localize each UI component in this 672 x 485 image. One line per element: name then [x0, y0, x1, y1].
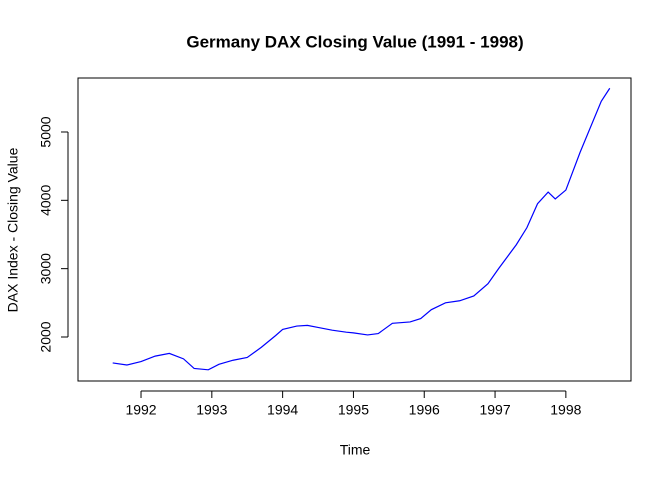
x-tick-label: 1993 [196, 402, 227, 418]
y-axis-label: DAX Index - Closing Value [5, 147, 21, 312]
x-tick-label: 1998 [550, 402, 581, 418]
x-tick-label: 1996 [409, 402, 440, 418]
y-tick-label: 3000 [38, 253, 54, 284]
x-axis-label: Time [340, 442, 371, 458]
plot-box [77, 77, 632, 382]
y-tick-label: 4000 [38, 185, 54, 216]
y-tick-label: 5000 [38, 116, 54, 147]
y-tick-label: 2000 [38, 321, 54, 352]
x-tick-label: 1994 [267, 402, 298, 418]
data-line [112, 87, 611, 371]
chart-title: Germany DAX Closing Value (1991 - 1998) [186, 32, 523, 51]
x-tick-label: 1997 [479, 402, 510, 418]
x-tick-label: 1992 [125, 402, 156, 418]
x-tick-label: 1995 [338, 402, 369, 418]
